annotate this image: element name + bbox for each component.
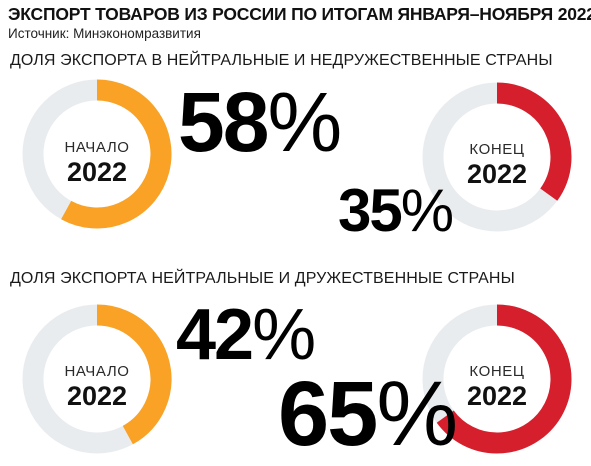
percent-sign: % [252,295,316,375]
donut-arc-value [61,79,172,229]
year-label: 2022 [466,159,528,189]
donut-label-unfriendly-start: НАЧАЛО 2022 [22,140,172,186]
year-label: 2022 [466,381,528,411]
year-label: 2022 [66,381,128,411]
value-number: 65 [278,363,378,465]
donut-arc-value [436,304,572,454]
donut-arc-value [96,304,172,445]
chart-title: ЭКСПОРТ ТОВАРОВ ИЗ РОССИИ ПО ИТОГАМ ЯНВА… [8,4,591,24]
percent-sign: % [376,363,458,465]
percent-sign: % [400,177,454,244]
value-label-unfriendly-end: 35% [338,181,454,241]
value-label-friendly-end: 65% [278,368,458,460]
value-number: 35 [338,177,403,244]
donut-label-unfriendly-end: КОНЕЦ 2022 [422,142,572,188]
donut-label-friendly-end: КОНЕЦ 2022 [422,364,572,410]
period-label: НАЧАЛО [64,363,130,380]
value-number: 58 [178,75,269,169]
donut-friendly-end [422,304,572,454]
section-title-friendly: ДОЛЯ ЭКСПОРТА НЕЙТРАЛЬНЫЕ И ДРУЖЕСТВЕННЫ… [10,270,515,287]
period-label: НАЧАЛО [64,139,130,156]
percent-sign: % [267,75,342,169]
donut-friendly-start [22,304,172,454]
donut-arc-value [496,82,572,201]
period-label: КОНЕЦ [469,141,525,158]
donut-label-friendly-start: НАЧАЛО 2022 [22,364,172,410]
section-title-unfriendly: ДОЛЯ ЭКСПОРТА В НЕЙТРАЛЬНЫЕ И НЕДРУЖЕСТВ… [10,52,553,69]
donut-unfriendly-end [422,82,572,232]
donut-unfriendly-start [22,79,172,229]
source-note: Источник: Минэкономразвития [8,26,201,41]
value-number: 42 [176,295,254,375]
value-label-unfriendly-start: 58% [178,80,342,164]
year-label: 2022 [66,157,128,187]
value-label-friendly-start: 42% [176,299,316,371]
period-label: КОНЕЦ [469,363,525,380]
